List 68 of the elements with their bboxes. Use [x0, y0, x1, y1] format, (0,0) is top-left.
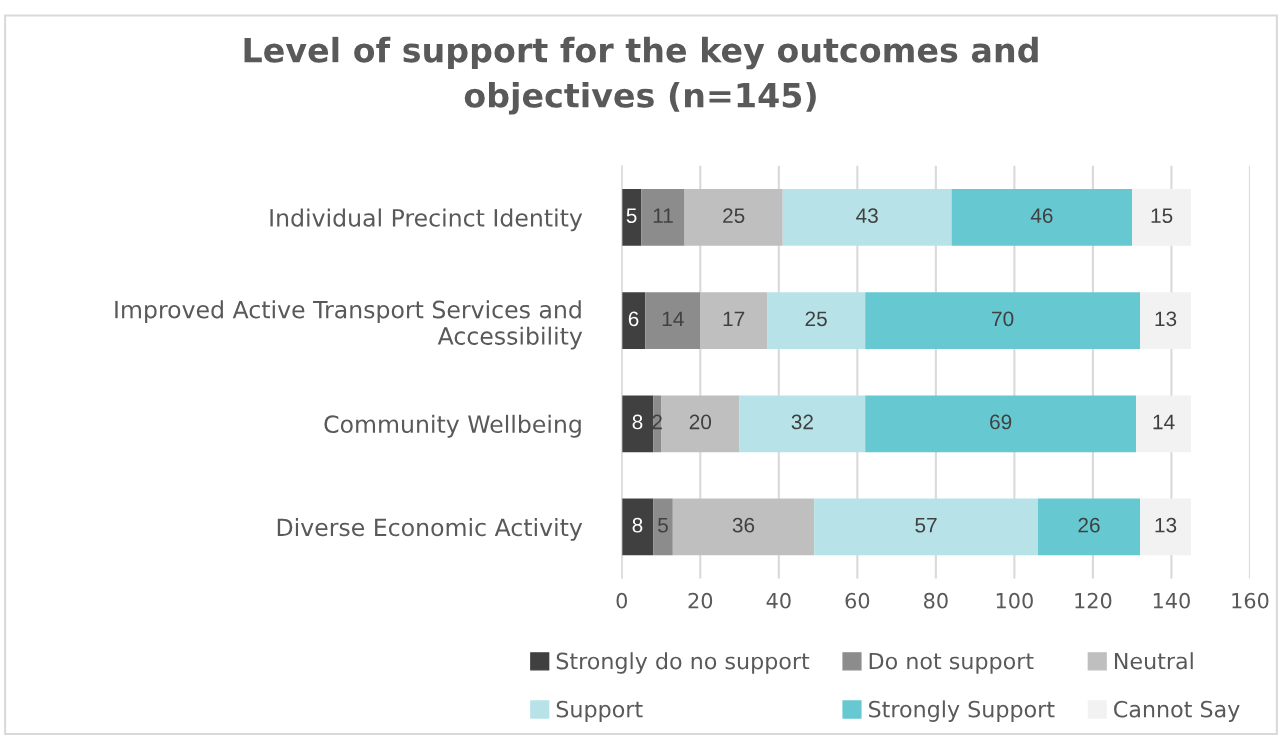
bar — [653, 395, 662, 453]
data-label: 69 — [990, 414, 1012, 430]
x-tick-label: 20 — [688, 592, 713, 609]
x-tick-label: 40 — [766, 592, 791, 609]
bar — [672, 498, 815, 556]
data-label: 13 — [1155, 517, 1177, 533]
bar — [645, 292, 701, 349]
y-tick-label: Community Wellbeing — [324, 414, 581, 438]
bar — [621, 498, 654, 556]
legend-label: Cannot Say — [1114, 700, 1240, 722]
data-label: 20 — [689, 414, 712, 430]
bar — [1140, 498, 1192, 556]
x-tick-label: 100 — [996, 592, 1033, 609]
bar — [739, 395, 866, 453]
bar — [700, 292, 768, 349]
y-tick-label: Improved Active Transport Services and Accessibility — [115, 300, 583, 350]
bar — [767, 292, 866, 349]
y-tick-label: Diverse Economic Activity — [277, 517, 583, 541]
y-tick-label: Individual Precinct Identity — [270, 208, 583, 232]
data-label: 70 — [992, 311, 1014, 327]
data-label: 25 — [723, 208, 745, 224]
data-label: 5 — [626, 208, 637, 224]
bar — [1136, 395, 1192, 453]
data-label: 32 — [791, 414, 813, 430]
data-label: 15 — [1151, 208, 1173, 224]
legend-label: Neutral — [1114, 652, 1193, 670]
bar — [1140, 292, 1192, 349]
bar — [621, 189, 642, 246]
data-label: 6 — [628, 311, 639, 327]
bar — [782, 189, 952, 246]
bar — [814, 498, 1038, 556]
chart-title: Level of support for the key outcomes and objectives (n=145) — [244, 36, 1038, 115]
data-label: 8 — [632, 414, 643, 430]
legend-label: Do not support — [869, 652, 1034, 674]
data-label: 14 — [662, 311, 684, 326]
data-label: 26 — [1078, 517, 1100, 533]
bar — [1132, 189, 1192, 246]
bar — [865, 292, 1141, 349]
data-label: 57 — [915, 518, 937, 533]
legend-label: Strongly Support — [869, 700, 1055, 722]
x-tick-label: 0 — [616, 592, 628, 609]
legend-label: Support — [556, 700, 643, 722]
bar — [641, 189, 685, 246]
bar — [661, 395, 740, 453]
bar — [653, 498, 673, 556]
data-label: 2 — [652, 414, 662, 430]
data-label: 11 — [653, 208, 673, 223]
data-label: 17 — [723, 311, 745, 326]
bar — [621, 292, 646, 349]
bar — [1037, 498, 1141, 556]
x-tick-label: 120 — [1075, 592, 1112, 609]
data-label: 36 — [732, 517, 755, 533]
bar — [865, 395, 1137, 453]
x-tick-label: 140 — [1153, 592, 1190, 609]
data-label: 25 — [805, 311, 827, 327]
bar — [951, 189, 1133, 246]
legend-label: Strongly do no support — [556, 652, 810, 674]
x-tick-label: 60 — [845, 592, 870, 609]
data-label: 5 — [658, 518, 668, 533]
data-label: 13 — [1155, 311, 1177, 327]
x-tick-label: 160 — [1232, 592, 1269, 609]
data-label: 8 — [632, 517, 643, 533]
bar — [684, 189, 783, 246]
data-label: 46 — [1030, 208, 1053, 224]
data-label: 43 — [856, 208, 878, 224]
bar — [621, 395, 654, 453]
x-tick-label: 80 — [924, 592, 948, 609]
data-label: 14 — [1153, 414, 1175, 430]
